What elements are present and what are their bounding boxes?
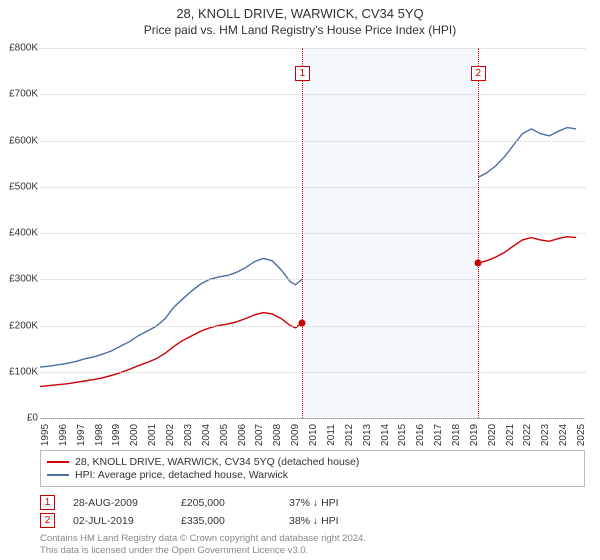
footer-line-1: Contains HM Land Registry data © Crown c… bbox=[40, 533, 366, 544]
legend: 28, KNOLL DRIVE, WARWICK, CV34 5YQ (deta… bbox=[40, 450, 585, 487]
legend-swatch bbox=[47, 474, 69, 476]
legend-label: 28, KNOLL DRIVE, WARWICK, CV34 5YQ (deta… bbox=[75, 456, 359, 468]
x-tick-label: 1999 bbox=[111, 424, 122, 446]
x-tick-label: 2016 bbox=[415, 424, 426, 446]
chart-title: 28, KNOLL DRIVE, WARWICK, CV34 5YQ bbox=[0, 0, 600, 21]
x-tick-label: 2003 bbox=[183, 424, 194, 446]
x-tick-label: 2005 bbox=[219, 424, 230, 446]
x-tick-label: 1998 bbox=[94, 424, 105, 446]
x-tick-label: 2019 bbox=[469, 424, 480, 446]
record-row: 1 28-AUG-2009 £205,000 37% ↓ HPI bbox=[40, 495, 585, 510]
sale-dot bbox=[474, 260, 481, 267]
legend-swatch bbox=[47, 461, 69, 463]
y-gridline bbox=[40, 141, 585, 142]
y-tick-label: £500K bbox=[0, 181, 38, 192]
x-tick-label: 1995 bbox=[40, 424, 51, 446]
chart-container: 28, KNOLL DRIVE, WARWICK, CV34 5YQ Price… bbox=[0, 0, 600, 560]
x-tick-label: 2010 bbox=[308, 424, 319, 446]
x-tick-label: 2023 bbox=[540, 424, 551, 446]
sale-dot bbox=[298, 320, 305, 327]
y-tick-label: £300K bbox=[0, 274, 38, 285]
y-tick-label: £100K bbox=[0, 366, 38, 377]
x-tick-label: 2012 bbox=[344, 424, 355, 446]
record-price: £335,000 bbox=[181, 515, 271, 527]
legend-row: 28, KNOLL DRIVE, WARWICK, CV34 5YQ (deta… bbox=[47, 456, 578, 468]
y-gridline bbox=[40, 233, 585, 234]
x-tick-label: 2008 bbox=[272, 424, 283, 446]
legend-row: HPI: Average price, detached house, Warw… bbox=[47, 469, 578, 481]
event-marker: 1 bbox=[295, 66, 310, 81]
x-tick-label: 2022 bbox=[522, 424, 533, 446]
event-marker: 2 bbox=[471, 66, 486, 81]
record-row: 2 02-JUL-2019 £335,000 38% ↓ HPI bbox=[40, 513, 585, 528]
y-tick-label: £700K bbox=[0, 89, 38, 100]
y-tick-label: £800K bbox=[0, 43, 38, 54]
sale-records: 1 28-AUG-2009 £205,000 37% ↓ HPI 2 02-JUL-201… bbox=[40, 492, 585, 531]
record-date: 02-JUL-2019 bbox=[73, 515, 163, 527]
x-tick-label: 2006 bbox=[237, 424, 248, 446]
y-gridline bbox=[40, 326, 585, 327]
record-marker: 2 bbox=[40, 513, 55, 528]
record-price: £205,000 bbox=[181, 497, 271, 509]
y-gridline bbox=[40, 94, 585, 95]
event-line bbox=[302, 48, 303, 418]
y-tick-label: £0 bbox=[0, 413, 38, 424]
x-tick-label: 2007 bbox=[254, 424, 265, 446]
x-tick-label: 2009 bbox=[290, 424, 301, 446]
x-tick-label: 2013 bbox=[362, 424, 373, 446]
y-gridline bbox=[40, 48, 585, 49]
x-tick-label: 1997 bbox=[76, 424, 87, 446]
y-tick-label: £400K bbox=[0, 228, 38, 239]
x-tick-label: 2020 bbox=[487, 424, 498, 446]
legend-label: HPI: Average price, detached house, Warw… bbox=[75, 469, 288, 481]
event-line bbox=[478, 48, 479, 418]
record-date: 28-AUG-2009 bbox=[73, 497, 163, 509]
x-tick-label: 2001 bbox=[147, 424, 158, 446]
x-tick-label: 2014 bbox=[380, 424, 391, 446]
record-marker: 1 bbox=[40, 495, 55, 510]
y-gridline bbox=[40, 279, 585, 280]
x-tick-label: 2025 bbox=[576, 424, 587, 446]
y-tick-label: £200K bbox=[0, 320, 38, 331]
x-tick-label: 2011 bbox=[326, 424, 337, 446]
x-tick-label: 2018 bbox=[451, 424, 462, 446]
footer-line-2: This data is licensed under the Open Gov… bbox=[40, 545, 308, 556]
x-tick-label: 2024 bbox=[558, 424, 569, 446]
chart-plot-area: £0£100K£200K£300K£400K£500K£600K£700K£80… bbox=[40, 48, 585, 419]
footer: Contains HM Land Registry data © Crown c… bbox=[40, 533, 585, 557]
x-tick-label: 2002 bbox=[165, 424, 176, 446]
x-tick-label: 2004 bbox=[201, 424, 212, 446]
x-tick-label: 1996 bbox=[58, 424, 69, 446]
x-tick-label: 2021 bbox=[505, 424, 516, 446]
x-tick-label: 2015 bbox=[397, 424, 408, 446]
x-tick-label: 2017 bbox=[433, 424, 444, 446]
y-gridline bbox=[40, 372, 585, 373]
record-delta: 37% ↓ HPI bbox=[289, 497, 379, 509]
y-gridline bbox=[40, 187, 585, 188]
y-gridline bbox=[40, 418, 585, 419]
x-tick-label: 2000 bbox=[129, 424, 140, 446]
chart-subtitle: Price paid vs. HM Land Registry's House … bbox=[0, 21, 600, 37]
record-delta: 38% ↓ HPI bbox=[289, 515, 379, 527]
y-tick-label: £600K bbox=[0, 135, 38, 146]
